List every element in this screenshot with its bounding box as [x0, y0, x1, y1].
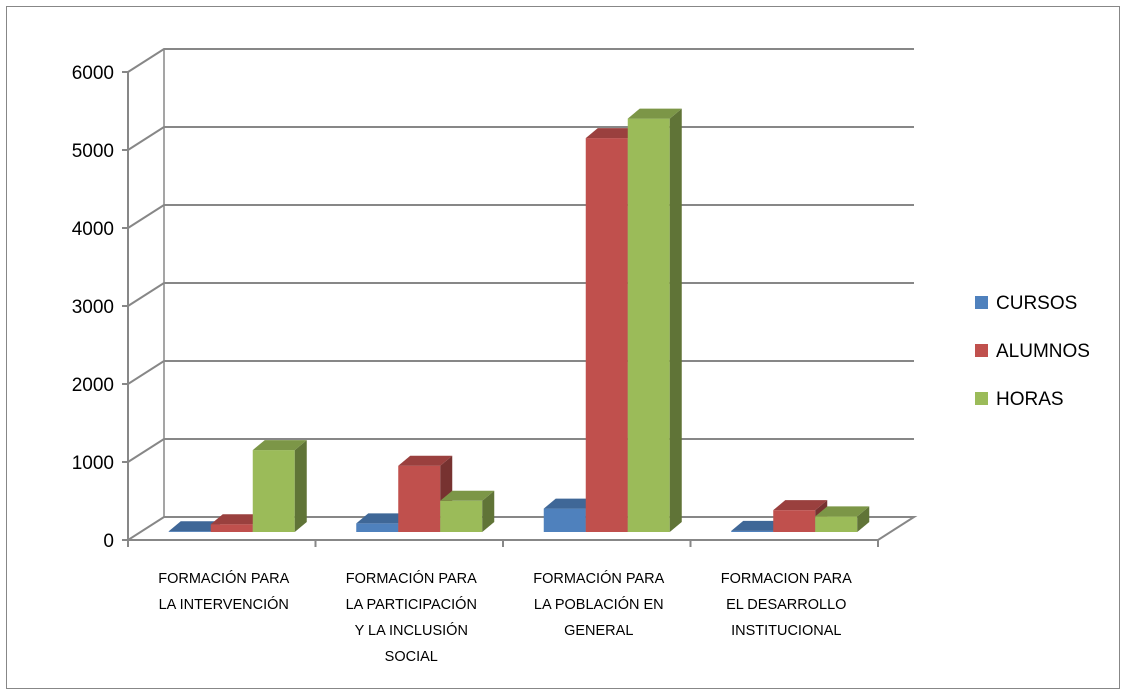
bar-front: [585, 138, 628, 532]
bar-front: [356, 523, 399, 532]
bar-top: [252, 440, 307, 451]
bar-top: [543, 498, 598, 509]
bar: [398, 455, 453, 532]
category-label-line: LA PARTICIPACIÓN: [346, 596, 477, 613]
axes: [122, 49, 918, 547]
category-label: FORMACIÓN PARA LA INTERVENCIÓN: [158, 570, 289, 613]
category-label-line: FORMACIÓN PARA: [533, 570, 664, 587]
y-tick-label: 0: [103, 531, 114, 552]
bar: [815, 506, 870, 532]
gridline: [127, 282, 914, 307]
legend: CURSOS ALUMNOS HORAS: [975, 293, 1090, 410]
y-tick-label: 6000: [72, 63, 114, 84]
gridline: [127, 438, 914, 463]
bar: [252, 440, 307, 532]
bar-front: [815, 516, 858, 532]
legend-swatch: [975, 296, 988, 309]
bar-top: [440, 490, 495, 501]
legend-swatch: [975, 344, 988, 357]
legend-label: CURSOS: [996, 293, 1077, 314]
y-tick-label: 2000: [72, 375, 114, 396]
category-label-line: SOCIAL: [385, 649, 438, 665]
category-label-line: LA POBLACIÓN EN: [534, 596, 664, 613]
bar-top: [627, 108, 682, 119]
bar-front: [773, 510, 816, 532]
bar-front: [252, 450, 295, 532]
floor-outline: [124, 516, 918, 541]
category-label-line: LA INTERVENCIÓN: [159, 596, 289, 613]
bar-top: [773, 500, 828, 511]
bar-top: [356, 513, 411, 524]
bar-side: [294, 440, 307, 532]
bar-top: [168, 521, 223, 532]
bar-top: [398, 455, 453, 466]
bar-side: [857, 506, 870, 532]
gridline: [127, 48, 914, 73]
legend-label: HORAS: [996, 389, 1064, 410]
bars: [168, 108, 870, 532]
bar-front: [627, 118, 670, 532]
category-label: FORMACIÓN PARA LA POBLACIÓN EN GENERAL: [533, 570, 664, 639]
category-label: FORMACIÓN PARA LA PARTICIPACIÓN Y LA INCLU…: [346, 570, 478, 665]
bar-side: [669, 108, 682, 532]
bar-top: [210, 514, 265, 525]
y-tick-labels: 0 1000 2000 3000 4000 5000 6000: [72, 63, 114, 552]
y-tick-label: 5000: [72, 141, 114, 162]
legend-item: CURSOS: [975, 293, 1077, 314]
category-label-line: INSTITUCIONAL: [731, 623, 841, 639]
category-label: FORMACION PARA EL DESARROLLO INSTITUCIONAL: [721, 571, 852, 639]
bar-front: [543, 508, 586, 532]
legend-item: HORAS: [975, 389, 1064, 410]
bar-top: [815, 506, 870, 517]
bar-front: [168, 531, 211, 532]
legend-label: ALUMNOS: [996, 341, 1090, 362]
bar-front: [731, 530, 774, 532]
gridline: [127, 126, 914, 151]
gridline: [127, 360, 914, 385]
bar: [440, 490, 495, 532]
bar-top: [731, 520, 786, 531]
category-label-line: Y LA INCLUSIÓN: [355, 622, 468, 639]
y-tick-label: 1000: [72, 453, 114, 474]
bar-front: [440, 500, 483, 532]
chart-frame: [6, 6, 1120, 689]
bar-side: [482, 490, 495, 532]
gridlines: [127, 48, 914, 463]
legend-swatch: [975, 392, 988, 405]
gridline: [127, 204, 914, 229]
bar-top: [585, 128, 640, 139]
bar: [773, 500, 828, 532]
bar-front: [398, 465, 441, 532]
category-label-line: FORMACIÓN PARA: [158, 570, 289, 587]
category-label-line: FORMACIÓN PARA: [346, 570, 477, 587]
bar: [627, 108, 682, 532]
category-label-line: GENERAL: [564, 623, 633, 639]
y-tick-label: 4000: [72, 219, 114, 240]
bar-front: [210, 524, 253, 532]
category-label-line: FORMACION PARA: [721, 571, 852, 587]
y-tick-label: 3000: [72, 297, 114, 318]
legend-item: ALUMNOS: [975, 341, 1090, 362]
category-label-line: EL DESARROLLO: [726, 597, 846, 613]
